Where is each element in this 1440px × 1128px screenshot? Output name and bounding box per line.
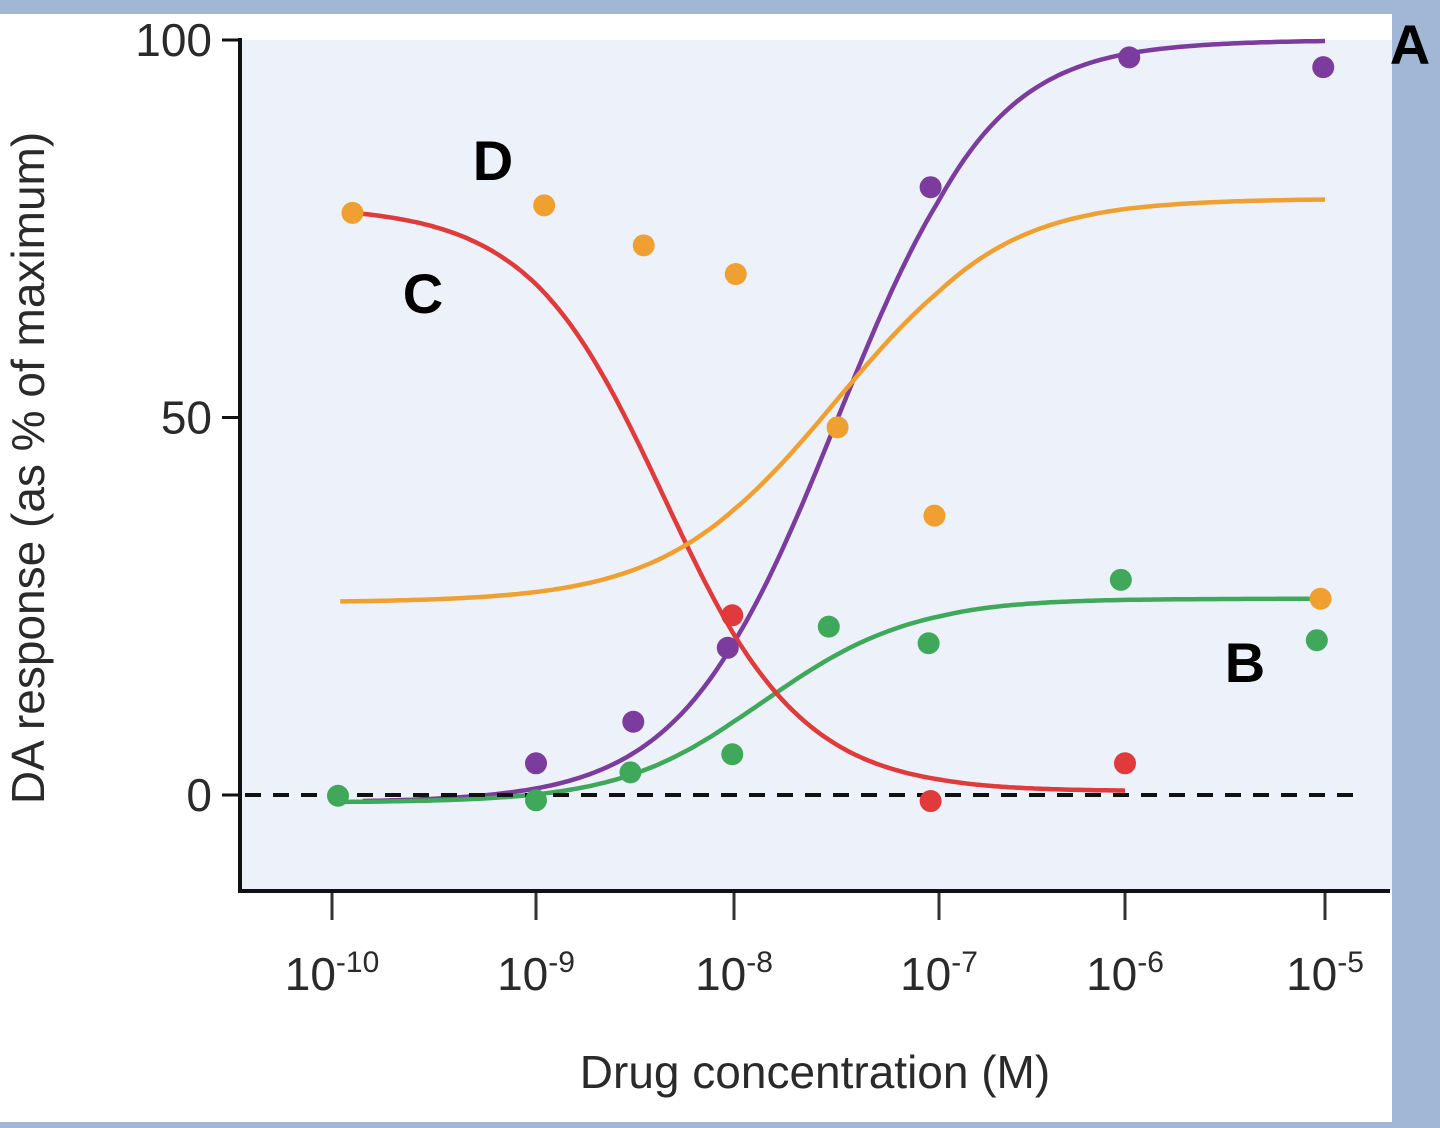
y-tick-label: 100: [135, 14, 212, 66]
y-tick-label: 0: [186, 769, 212, 821]
data-point-a: [622, 710, 645, 733]
data-point-b: [1305, 629, 1328, 652]
data-point-d: [724, 263, 747, 286]
annotation-b: B: [1225, 631, 1265, 694]
y-tick-label: 50: [161, 392, 212, 444]
annotation-a: A: [1390, 13, 1430, 76]
data-point-d: [923, 504, 946, 527]
curve-c: [352, 210, 1126, 793]
data-point-c: [919, 790, 942, 813]
data-point-d: [1309, 587, 1332, 610]
annotation-c: C: [403, 262, 443, 325]
data-point-b: [721, 743, 744, 766]
curve-b: [332, 596, 1325, 805]
annotation-d: D: [473, 129, 513, 192]
x-tick-label: 10-5: [1286, 946, 1364, 1000]
data-point-a: [919, 176, 942, 199]
data-point-b: [917, 632, 940, 655]
x-tick-label: 10-8: [695, 946, 773, 1000]
data-points: [326, 46, 1335, 813]
y-axis-ticks: 0 50 100: [135, 14, 240, 821]
data-point-d: [341, 201, 364, 224]
x-tick-label: 10-10: [285, 946, 380, 1000]
data-point-b: [525, 789, 547, 812]
data-point-d: [632, 234, 655, 257]
data-point-a: [716, 636, 739, 659]
frame-border-top: [0, 0, 1440, 14]
data-point-b: [619, 761, 642, 784]
data-point-b: [817, 615, 840, 638]
data-point-c: [1114, 752, 1136, 775]
data-point-b: [326, 784, 349, 807]
x-tick-label: 10-6: [1086, 946, 1164, 1000]
x-tick-label: 10-9: [497, 946, 575, 1000]
fit-curves: [332, 38, 1326, 805]
x-tick-label: 10-7: [900, 946, 978, 1000]
data-point-a: [1312, 56, 1335, 79]
data-point-b: [1109, 568, 1132, 591]
y-axis-title: DA response (as % of maximum): [2, 132, 54, 804]
x-axis-ticks: 10-10 10-9 10-8 10-7 10-6 10-5: [285, 893, 1364, 1000]
frame-border-bottom: [0, 1122, 1440, 1128]
data-point-d: [533, 194, 556, 217]
frame-border-right: [1392, 0, 1440, 1128]
data-point-a: [1118, 46, 1141, 69]
x-axis-title: Drug concentration (M): [580, 1046, 1050, 1098]
data-point-c: [721, 604, 744, 627]
curve-d: [340, 197, 1326, 604]
data-point-d: [826, 416, 849, 439]
data-point-a: [525, 752, 547, 775]
